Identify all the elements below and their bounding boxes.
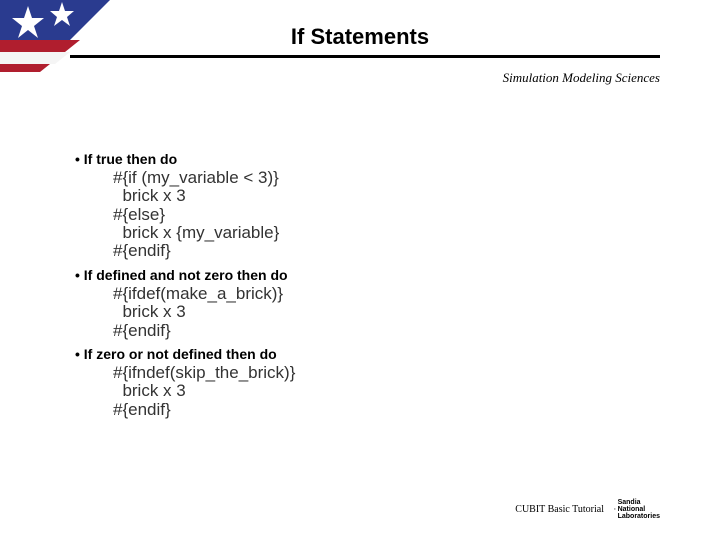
content-area: If true then do #{if (my_variable < 3)} … xyxy=(75,145,655,419)
code-block-1: #{if (my_variable < 3)} brick x 3 #{else… xyxy=(113,169,655,261)
slide: If Statements Simulation Modeling Scienc… xyxy=(0,0,720,540)
logo-text: Sandia National Laboratories xyxy=(618,499,660,520)
footer-text: CUBIT Basic Tutorial xyxy=(515,504,604,515)
bullet-3: If zero or not defined then do xyxy=(75,346,655,362)
logo-line1: Sandia xyxy=(618,499,660,506)
bullet-2: If defined and not zero then do xyxy=(75,267,655,283)
sandia-logo: Sandia National Laboratories xyxy=(614,492,660,526)
slide-title: If Statements xyxy=(0,24,720,50)
code-block-3: #{ifndef(skip_the_brick)} brick x 3 #{en… xyxy=(113,364,655,419)
slide-subtitle: Simulation Modeling Sciences xyxy=(503,70,660,86)
title-rule xyxy=(70,55,660,58)
code-block-2: #{ifdef(make_a_brick)} brick x 3 #{endif… xyxy=(113,285,655,340)
bullet-1: If true then do xyxy=(75,151,655,167)
logo-line3: Laboratories xyxy=(618,513,660,520)
footer: CUBIT Basic Tutorial Sandia National Lab… xyxy=(515,492,660,526)
logo-line2: National xyxy=(618,506,660,513)
